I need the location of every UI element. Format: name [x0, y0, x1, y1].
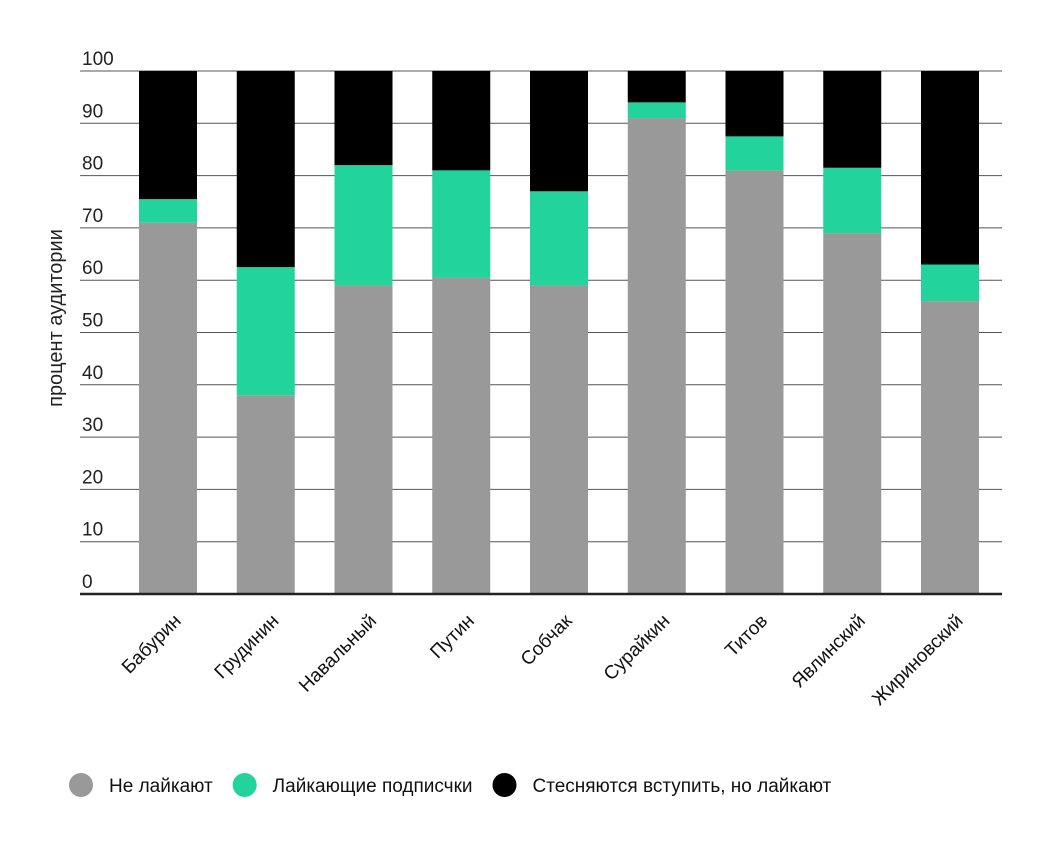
- bar-segment: [921, 301, 979, 594]
- bar-segment: [334, 71, 393, 166]
- bar-segment: [921, 264, 979, 302]
- bar-segment: [627, 102, 686, 119]
- bar-segment: [725, 170, 784, 594]
- x-tick-label: Бабурин: [118, 611, 186, 679]
- bar-segment: [530, 285, 588, 594]
- y-axis-label: процент аудитории: [45, 229, 67, 407]
- x-tick-label: Путин: [426, 611, 478, 663]
- bar-segment: [236, 267, 295, 396]
- y-tick-label: 20: [82, 467, 103, 488]
- bar-segment: [627, 118, 686, 594]
- y-tick-label: 0: [82, 572, 93, 593]
- y-tick-label: 10: [82, 520, 103, 541]
- x-tick-label: Навальный: [295, 611, 381, 697]
- bar-segment: [530, 191, 588, 286]
- legend-swatch: [69, 773, 93, 797]
- bars: [139, 71, 979, 595]
- x-tick-label: Грудинин: [211, 611, 284, 684]
- bar-segment: [236, 395, 295, 594]
- bar-segment: [334, 285, 393, 594]
- x-tick-label: Собчак: [517, 610, 577, 670]
- bar-segment: [725, 71, 784, 137]
- bar-segment: [823, 71, 882, 168]
- bar-segment: [139, 222, 197, 595]
- bar-segment: [725, 136, 784, 171]
- bar-segment: [823, 167, 882, 234]
- bar-segment: [236, 71, 295, 268]
- bar-segment: [823, 233, 882, 594]
- y-tick-label: 100: [82, 49, 114, 70]
- bar-segment: [627, 71, 686, 103]
- legend-swatch: [232, 773, 257, 797]
- legend-label: Стесняются вступить, но лайкают: [533, 776, 832, 797]
- y-tick-label: 60: [82, 258, 103, 279]
- legend: Не лайкают Лайкающие подписчки Стесняются …: [69, 773, 832, 797]
- x-tick-label: Явлинский: [788, 611, 870, 693]
- y-tick-label: 80: [82, 154, 103, 175]
- bar-segment: [432, 71, 491, 171]
- bar-segment: [334, 165, 393, 286]
- y-tick-label: 70: [82, 206, 103, 227]
- bar-segment: [139, 199, 197, 223]
- y-tick-labels: 0 10 20 30 40 50 60 70 80 90 100: [82, 49, 114, 593]
- legend-label: Лайкающие подписчки: [273, 776, 473, 797]
- x-tick-label: Титов: [721, 611, 772, 662]
- x-tick-labels: Бабурин Грудинин Навальный Путин Собчак Сурай…: [118, 610, 968, 710]
- y-tick-label: 50: [82, 311, 103, 332]
- x-tick-label: Сурайкин: [600, 611, 674, 685]
- x-tick-label: Жириновский: [868, 611, 967, 710]
- legend-swatch: [492, 773, 517, 797]
- bar-segment: [530, 71, 588, 192]
- bar-segment: [432, 277, 491, 594]
- y-tick-label: 40: [82, 363, 103, 384]
- y-tick-label: 30: [82, 415, 103, 436]
- bar-segment: [921, 71, 979, 265]
- legend-label: Не лайкают: [109, 776, 213, 797]
- bar-segment: [432, 170, 491, 278]
- bar-segment: [139, 71, 197, 200]
- y-tick-label: 90: [82, 101, 103, 122]
